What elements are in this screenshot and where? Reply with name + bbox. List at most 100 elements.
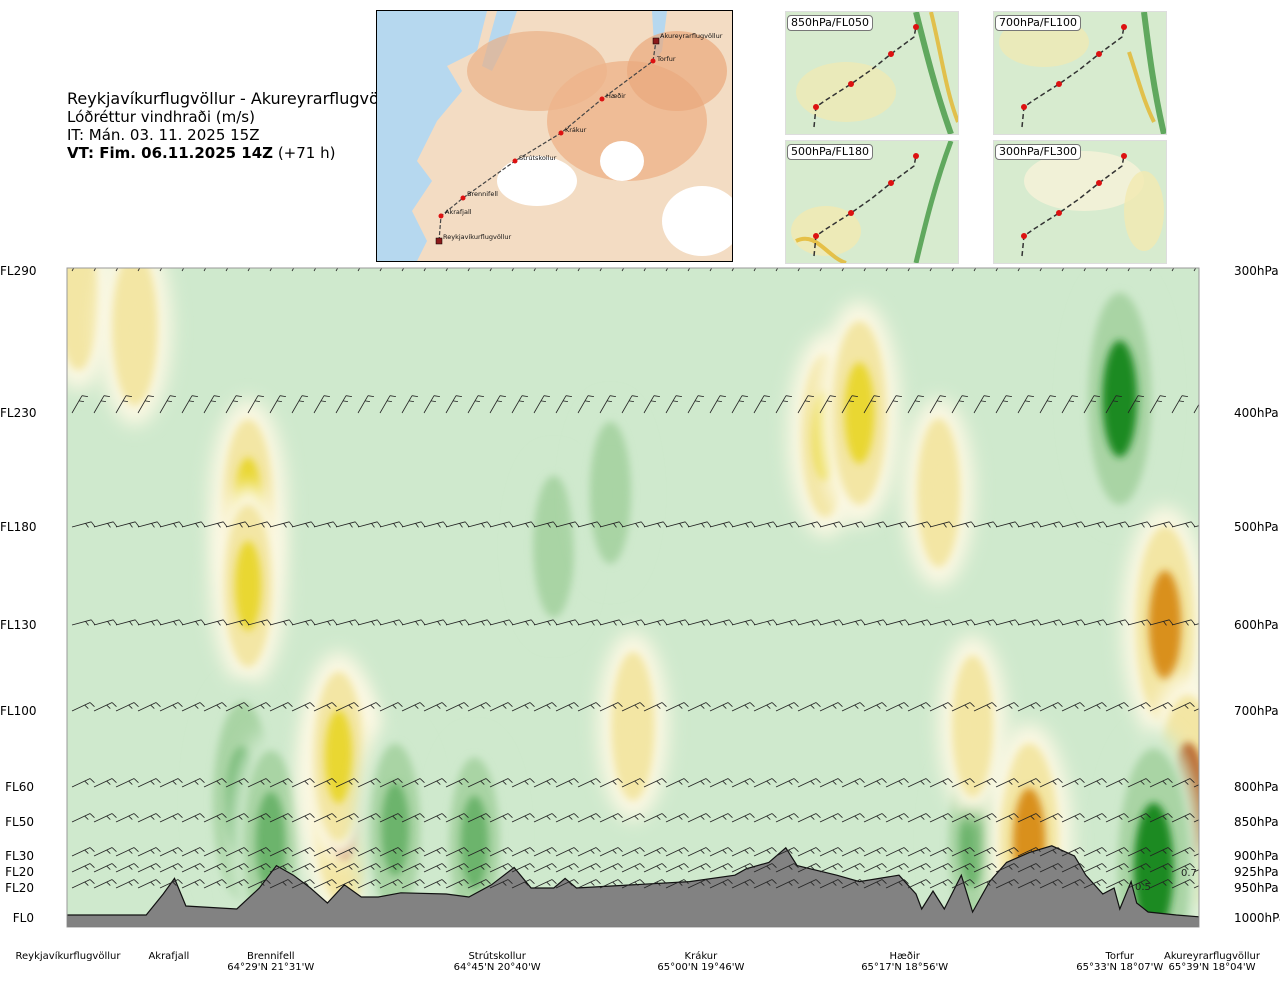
wind-barb: [555, 813, 579, 823]
wind-barb: [137, 702, 161, 712]
wind-barb: [709, 521, 734, 528]
wind-barb: [401, 813, 425, 823]
location-label: Hæðir 65°17'N 18°56'W: [861, 951, 949, 973]
wind-barb: [181, 879, 205, 889]
map-point[interactable]: Akrafjall: [438, 208, 472, 219]
wind-barb: [819, 879, 843, 889]
map-point[interactable]: Torfur: [650, 55, 676, 64]
wind-barb: [885, 847, 909, 857]
wind-barb: [863, 395, 880, 414]
wind-barb: [269, 778, 293, 788]
wind-barb: [665, 778, 689, 788]
wind-barb: [665, 863, 689, 873]
wind-barb: [313, 863, 337, 873]
wind-barb: [819, 778, 843, 788]
wind-barb: [665, 879, 689, 889]
wind-barb: [555, 702, 579, 712]
wind-barb: [445, 863, 469, 873]
wind-barb: [731, 847, 755, 857]
wind-cell-core: [1133, 802, 1174, 927]
wind-barb: [291, 395, 308, 414]
wind-barb: [687, 702, 711, 712]
wind-barb: [533, 778, 557, 788]
wind-barb: [71, 521, 96, 528]
map-point[interactable]: Akureyrarflugvöllur: [652, 32, 723, 45]
thumbnail-300hpa[interactable]: 300hPa/FL300: [993, 140, 1167, 264]
wind-barb: [973, 847, 997, 857]
wind-barb: [687, 847, 711, 857]
wind-barb: [533, 847, 557, 857]
pressure-level-label: 300hPa: [1234, 264, 1279, 278]
wind-barb: [159, 619, 184, 626]
wind-barb: [423, 619, 448, 626]
thumbnail-700hpa[interactable]: 700hPa/FL100: [993, 11, 1167, 135]
wind-barb: [181, 847, 205, 857]
route-map[interactable]: Akureyrarflugvöllur Torfur Hæðir Krákur Strú…: [376, 10, 733, 262]
wind-barb: [533, 702, 557, 712]
wind-barb: [423, 879, 447, 889]
wind-barb: [1061, 521, 1086, 528]
wind-barb: [467, 813, 491, 823]
wind-barb: [973, 813, 997, 823]
wind-barb: [731, 879, 755, 889]
wind-barb: [159, 395, 176, 414]
wind-barb: [115, 778, 139, 788]
wind-barb: [1193, 708, 1199, 712]
map-point[interactable]: Reykjavíkurflugvöllur: [435, 233, 512, 245]
wind-barb: [775, 863, 799, 873]
thumbnail-500hpa[interactable]: 500hPa/FL180: [785, 140, 959, 264]
wind-barb: [1061, 847, 1085, 857]
wind-barb: [577, 813, 601, 823]
wind-barb: [753, 863, 777, 873]
wind-barb: [225, 702, 249, 712]
wind-cell-core: [1102, 340, 1138, 458]
wind-barb: [1061, 702, 1085, 712]
wind-barb: [775, 847, 799, 857]
wind-barb: [445, 813, 469, 823]
wind-barb: [137, 879, 161, 889]
svg-text:Krákur: Krákur: [565, 126, 587, 134]
wind-barb: [335, 847, 359, 857]
wind-barb: [467, 863, 491, 873]
map-point[interactable]: Strútskollur: [512, 154, 557, 164]
wind-barb: [269, 702, 293, 712]
wind-barb: [621, 778, 645, 788]
wind-barb: [1149, 813, 1173, 823]
wind-barb: [225, 879, 249, 889]
wind-barb: [555, 847, 579, 857]
wind-barb: [665, 521, 690, 528]
wind-barb: [621, 395, 638, 414]
wind-barb: [1017, 395, 1034, 414]
wind-barb: [885, 813, 909, 823]
wind-barb: [643, 863, 667, 873]
wind-barb: [247, 778, 271, 788]
wind-barb: [995, 813, 1019, 823]
svg-text:Hæðir: Hæðir: [606, 92, 626, 100]
wind-barb: [621, 702, 645, 712]
wind-barb: [995, 395, 1012, 414]
wind-barb: [247, 847, 271, 857]
wind-barb: [643, 702, 667, 712]
wind-barb: [819, 619, 844, 626]
wind-barb: [1127, 813, 1151, 823]
wind-barb: [841, 702, 865, 712]
map-point[interactable]: Brennifell: [460, 190, 499, 201]
wind-barb: [1083, 521, 1108, 528]
map-point[interactable]: Krákur: [558, 126, 587, 136]
wind-barb: [907, 778, 931, 788]
thumb-map-500: [786, 141, 958, 263]
wind-barb: [511, 813, 535, 823]
pressure-level-label: 600hPa: [1234, 618, 1279, 632]
thumbnail-850hpa[interactable]: 850hPa/FL050: [785, 11, 959, 135]
wind-barb: [709, 778, 733, 788]
wind-barb: [335, 813, 359, 823]
vertical-wind-field: [67, 268, 1199, 927]
wind-barb: [555, 619, 580, 626]
wind-barb: [445, 847, 469, 857]
map-point[interactable]: Hæðir: [599, 92, 627, 102]
wind-barb: [445, 702, 469, 712]
wind-barb: [1017, 521, 1042, 528]
wind-barb: [863, 521, 888, 528]
wind-barb: [599, 702, 623, 712]
wind-barb: [379, 521, 404, 528]
